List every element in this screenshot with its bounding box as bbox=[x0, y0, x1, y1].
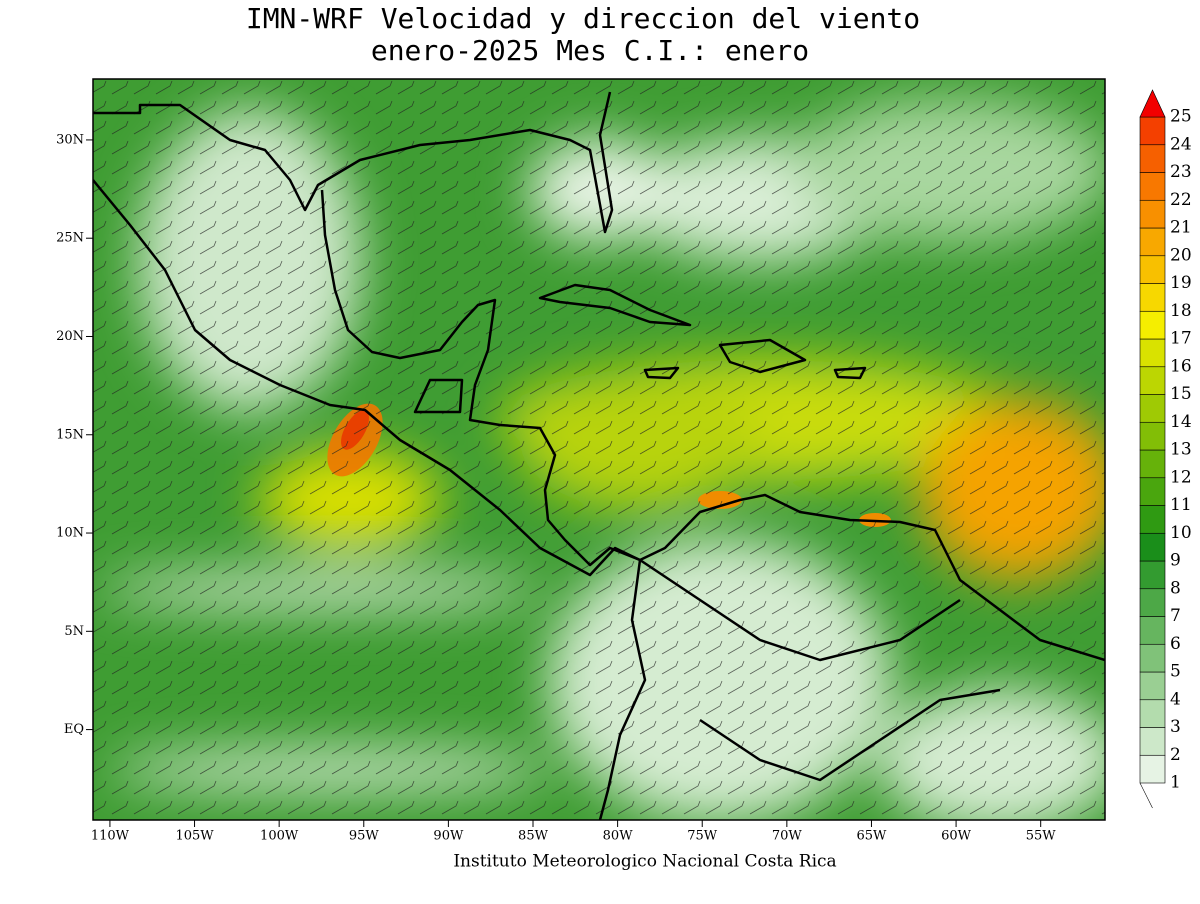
lat-tick-label: 30N bbox=[56, 132, 84, 147]
lon-tick-label: 75W bbox=[687, 829, 718, 844]
lon-tick-label: 70W bbox=[772, 829, 803, 844]
colorbar-box bbox=[1139, 505, 1166, 534]
colorbar-extend bbox=[1139, 89, 1166, 118]
colorbar-box bbox=[1139, 172, 1166, 201]
colorbar-label: 5 bbox=[1170, 662, 1181, 682]
lon-tick-label: 55W bbox=[1026, 829, 1057, 844]
lon-tick-label: 60W bbox=[941, 829, 972, 844]
colorbar-box bbox=[1139, 477, 1166, 506]
colorbar-box bbox=[1139, 366, 1166, 395]
colorbar-label: 1 bbox=[1170, 773, 1181, 793]
wind-field bbox=[93, 79, 1105, 820]
colorbar-box bbox=[1139, 616, 1166, 645]
colorbar-label: 12 bbox=[1170, 467, 1192, 487]
colorbar-label: 6 bbox=[1170, 634, 1181, 654]
lat-tick-label: 10N bbox=[56, 526, 84, 541]
lat-tick-label: 15N bbox=[56, 427, 84, 442]
colorbar-box bbox=[1139, 532, 1166, 562]
colorbar-label: 19 bbox=[1170, 273, 1192, 293]
colorbar-label: 21 bbox=[1170, 218, 1192, 238]
colorbar-box bbox=[1139, 643, 1166, 673]
lon-tick-label: 95W bbox=[349, 829, 380, 844]
colorbar-label: 8 bbox=[1170, 578, 1181, 598]
footer-credit: Instituto Meteorologico Nacional Costa R… bbox=[453, 852, 836, 872]
colorbar-box bbox=[1139, 283, 1166, 312]
colorbar-label: 7 bbox=[1170, 606, 1181, 626]
colorbar-box bbox=[1139, 199, 1166, 229]
colorbar-label: 18 bbox=[1170, 301, 1192, 321]
colorbar-label: 2 bbox=[1170, 745, 1181, 765]
lat-tick-label: 20N bbox=[56, 329, 84, 344]
colorbar-box bbox=[1139, 227, 1166, 257]
colorbar-box bbox=[1139, 754, 1166, 784]
lat-tick-label: EQ bbox=[64, 722, 84, 737]
colorbar-label: 23 bbox=[1170, 162, 1192, 182]
colorbar-label: 16 bbox=[1170, 356, 1192, 376]
colorbar-box bbox=[1139, 671, 1166, 701]
colorbar-label: 15 bbox=[1170, 384, 1192, 404]
lat-tick-label: 5N bbox=[64, 624, 84, 639]
colorbar-label: 10 bbox=[1170, 523, 1192, 543]
map-frame bbox=[92, 78, 1106, 821]
colorbar-box bbox=[1139, 421, 1166, 451]
colorbar-label: 9 bbox=[1170, 551, 1181, 571]
colorbar-label: 14 bbox=[1170, 412, 1192, 432]
colorbar-label: 11 bbox=[1170, 495, 1192, 515]
colorbar-label: 25 bbox=[1170, 107, 1192, 127]
lon-tick-label: 110W bbox=[91, 829, 130, 844]
colorbar-box bbox=[1139, 338, 1166, 368]
colorbar-label: 4 bbox=[1170, 689, 1181, 709]
title-line: IMN-WRF Velocidad y direccion del viento bbox=[246, 2, 920, 35]
colorbar-box bbox=[1139, 449, 1166, 479]
colorbar-label: 22 bbox=[1170, 190, 1192, 210]
lat-tick-label: 25N bbox=[56, 231, 84, 246]
colorbar-box bbox=[1139, 588, 1166, 617]
lon-tick-label: 85W bbox=[518, 829, 549, 844]
lon-tick-label: 100W bbox=[260, 829, 299, 844]
colorbar-label: 13 bbox=[1170, 440, 1192, 460]
colorbar-label: 20 bbox=[1170, 245, 1192, 265]
lon-tick-label: 90W bbox=[433, 829, 464, 844]
colorbar-box bbox=[1139, 394, 1166, 423]
colorbar-label: 24 bbox=[1170, 134, 1192, 154]
colorbar-box bbox=[1139, 255, 1166, 284]
lon-tick-label: 65W bbox=[857, 829, 888, 844]
lon-tick-label: 105W bbox=[175, 829, 214, 844]
lon-tick-label: 80W bbox=[603, 829, 634, 844]
colorbar-label: 3 bbox=[1170, 717, 1181, 737]
colorbar-box bbox=[1139, 560, 1166, 590]
colorbar-box bbox=[1139, 699, 1166, 728]
colorbar-box bbox=[1139, 727, 1166, 756]
colorbar-extend-low bbox=[1139, 782, 1153, 809]
colorbar-label: 17 bbox=[1170, 329, 1192, 349]
colorbar-box bbox=[1139, 116, 1166, 146]
colorbar-box bbox=[1139, 144, 1166, 173]
title-line: enero-2025 Mes C.I.: enero bbox=[371, 34, 809, 67]
colorbar-box bbox=[1139, 310, 1166, 340]
